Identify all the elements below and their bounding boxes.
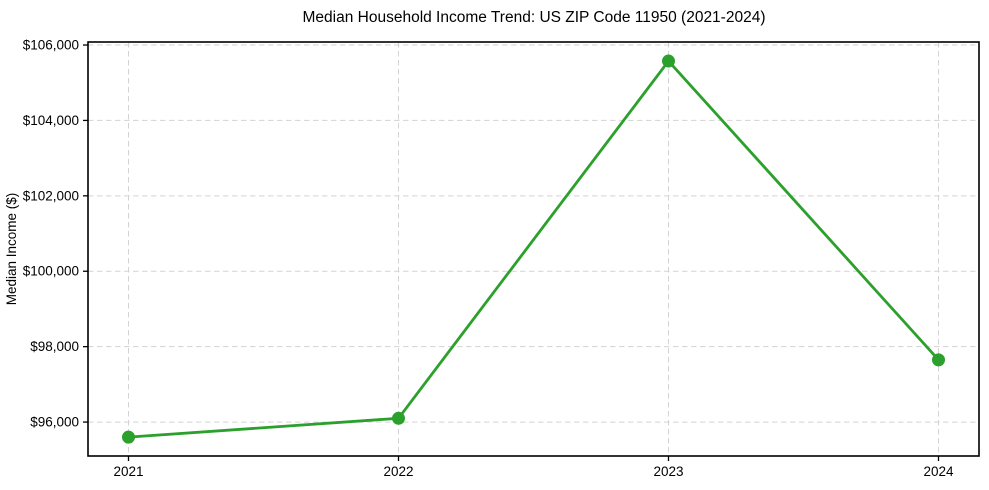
- y-tick-label: $106,000: [23, 38, 79, 53]
- gridlines: [88, 42, 979, 456]
- y-tick-label: $104,000: [23, 113, 79, 128]
- y-tick-label: $100,000: [23, 264, 79, 279]
- y-tick-label: $102,000: [23, 188, 79, 203]
- data-point-2022: [392, 411, 405, 425]
- axes: $96,000 $98,000 $100,000 $102,000 $104,000 $1…: [23, 38, 980, 479]
- trend-line: [127, 59, 940, 439]
- chart-title: Median Household Income Trend: US ZIP Co…: [303, 9, 766, 26]
- y-tick-label: $96,000: [30, 415, 79, 430]
- x-tick-label: 2023: [653, 464, 683, 479]
- data-point-2024: [932, 353, 945, 367]
- data-point-2023: [662, 54, 675, 68]
- x-tick-label: 2021: [113, 464, 143, 479]
- data-series: [122, 54, 945, 444]
- plot-border: [87, 41, 980, 457]
- y-tick-label: $98,000: [30, 339, 79, 354]
- x-tick-label: 2022: [383, 464, 413, 479]
- x-tick-label: 2024: [923, 464, 954, 479]
- y-axis-label: Median Income ($): [4, 193, 19, 306]
- data-point-2021: [122, 430, 135, 444]
